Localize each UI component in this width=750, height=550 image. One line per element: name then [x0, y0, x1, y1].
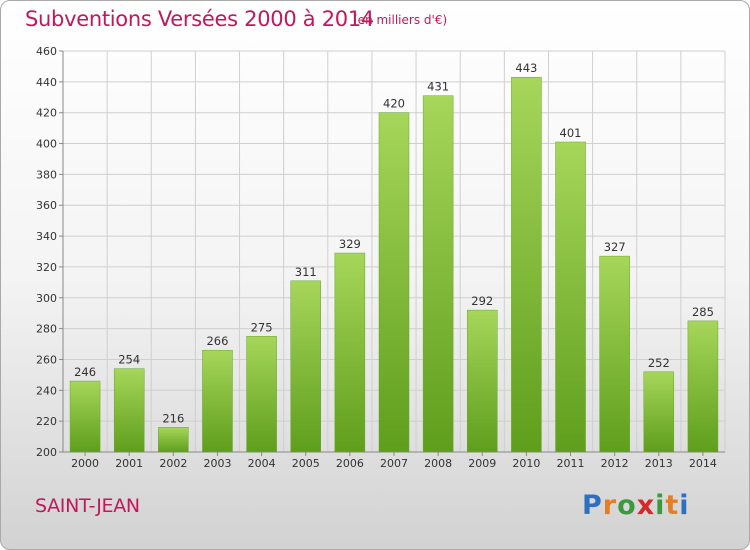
- x-tick-label: 2001: [115, 457, 143, 470]
- x-tick-label: 2014: [689, 457, 717, 470]
- x-tick-label: 2004: [248, 457, 276, 470]
- chart-subtitle: (en milliers d'€): [353, 13, 448, 27]
- bar: [246, 336, 277, 453]
- proxiti-logo: Proxiti: [582, 490, 690, 521]
- logo-letter: i: [679, 490, 690, 521]
- bar: [334, 252, 366, 453]
- y-tick-label: 200: [36, 446, 57, 459]
- x-tick-label: 2010: [512, 457, 540, 470]
- logo-letter: o: [617, 490, 637, 521]
- bar: [687, 320, 719, 453]
- x-tick-label: 2000: [71, 457, 99, 470]
- y-tick-label: 240: [36, 384, 57, 397]
- bar-value-label: 275: [251, 320, 273, 334]
- bar-value-label: 329: [339, 237, 361, 251]
- bar: [158, 427, 189, 453]
- bar: [113, 368, 145, 453]
- bar-value-label: 311: [295, 265, 317, 279]
- city-name: SAINT-JEAN: [35, 495, 140, 517]
- bar-value-label: 285: [692, 305, 714, 319]
- y-tick-label: 380: [36, 168, 57, 181]
- bar: [555, 141, 586, 453]
- bars: [69, 76, 719, 453]
- bar-value-label: 266: [206, 334, 228, 348]
- bar: [599, 255, 630, 453]
- y-tick-label: 260: [36, 353, 57, 366]
- bar: [422, 95, 454, 453]
- bar-value-label: 443: [515, 61, 537, 75]
- y-tick-label: 460: [36, 45, 57, 58]
- bar-value-label: 327: [604, 240, 626, 254]
- logo-letter: i: [655, 490, 666, 521]
- y-tick-label: 320: [36, 261, 57, 274]
- axes: 200 220 240 260 280 300 320 340 360 380 400 420 440 4…: [36, 45, 725, 470]
- logo-letter: x: [636, 490, 656, 521]
- bar: [467, 309, 498, 453]
- chart-title: Subventions Versées 2000 à 2014: [25, 7, 374, 31]
- data-labels: 246 254 216 266 275 311 329 420 431 292 443 401 327 2…: [74, 61, 714, 425]
- y-tick-label: 400: [36, 138, 57, 151]
- x-tick-label: 2002: [159, 457, 187, 470]
- bar: [378, 112, 410, 453]
- y-tick-label: 280: [36, 323, 57, 336]
- x-tick-label: 2007: [380, 457, 408, 470]
- bar-value-label: 420: [383, 97, 405, 111]
- logo-letter: t: [665, 490, 680, 521]
- x-tick-label: 2006: [336, 457, 364, 470]
- x-tick-label: 2005: [292, 457, 320, 470]
- bar-value-label: 216: [162, 411, 184, 425]
- x-tick-label: 2011: [557, 457, 585, 470]
- y-tick-label: 340: [36, 230, 57, 243]
- y-tick-label: 360: [36, 199, 57, 212]
- bar: [511, 76, 542, 453]
- x-tick-label: 2012: [601, 457, 629, 470]
- bar-value-label: 254: [118, 353, 140, 367]
- bar-value-label: 431: [427, 80, 449, 94]
- bar: [643, 371, 675, 453]
- x-tick-label: 2013: [645, 457, 673, 470]
- x-tick-label: 2003: [203, 457, 231, 470]
- y-tick-label: 440: [36, 76, 57, 89]
- y-tick-label: 300: [36, 292, 57, 305]
- bar-value-label: 401: [560, 126, 582, 140]
- bar-value-label: 246: [74, 365, 96, 379]
- y-tick-label: 220: [36, 415, 57, 428]
- x-tick-label: 2008: [424, 457, 452, 470]
- bar: [69, 380, 101, 453]
- bar: [202, 349, 233, 453]
- y-tick-label: 420: [36, 107, 57, 120]
- bar-value-label: 252: [648, 356, 670, 370]
- logo-letter: r: [602, 490, 618, 521]
- x-tick-label: 2009: [468, 457, 496, 470]
- bar-value-label: 292: [471, 294, 493, 308]
- logo-letter: P: [582, 490, 603, 521]
- bar: [290, 280, 321, 453]
